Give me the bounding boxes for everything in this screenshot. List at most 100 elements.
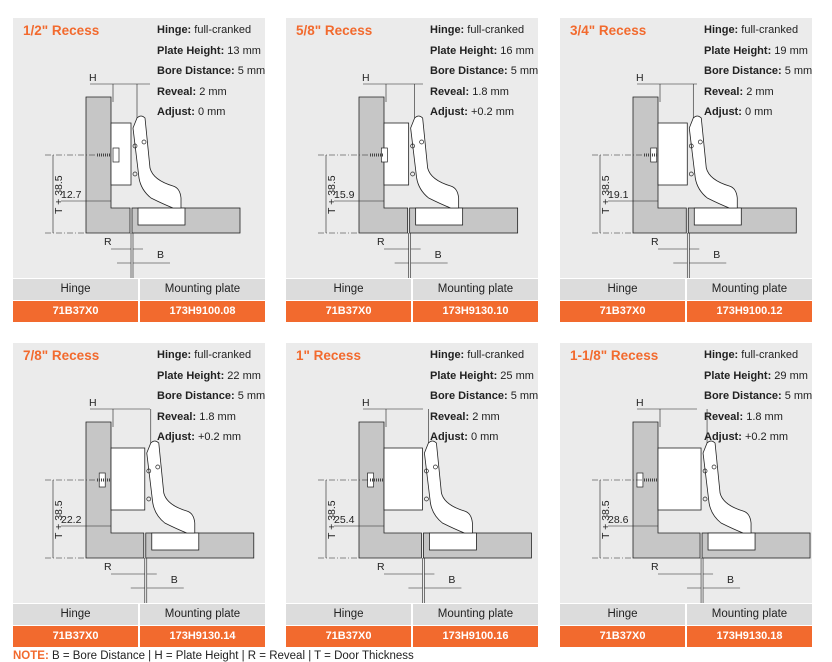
spec-label: Bore Distance: xyxy=(430,65,508,77)
spec-adjust: +0.2 mm xyxy=(197,431,242,443)
hinge-header: Hinge xyxy=(560,604,685,625)
screw xyxy=(381,147,388,163)
spec-label: Bore Distance: xyxy=(157,65,235,77)
hinge-panel: 5/8" Recess Hinge: full-cranked Plate He… xyxy=(286,18,538,322)
hinge-header: Hinge xyxy=(13,604,138,625)
dim-recess: 25.4 xyxy=(334,514,355,526)
note-label: NOTE: xyxy=(13,650,49,662)
spec-label: Hinge: xyxy=(430,24,465,36)
note: NOTE: B = Bore Distance | H = Plate Heig… xyxy=(13,650,414,662)
mounting-plate xyxy=(429,532,477,551)
spec-label: Adjust: xyxy=(704,106,742,118)
plate-part-number: 173H9100.08 xyxy=(140,301,265,322)
spec-label: Reveal: xyxy=(157,410,197,423)
dim-h: H xyxy=(636,397,644,409)
plate-header: Mounting plate xyxy=(687,279,812,300)
hinge-part-number: 71B37X0 xyxy=(13,301,138,322)
hinge-header: Hinge xyxy=(13,279,138,300)
spec-label: Reveal: xyxy=(430,85,470,98)
dim-b: B xyxy=(435,249,442,261)
spec-adjust: 0 mm xyxy=(197,106,226,118)
hinge-panel: 3/4" Recess Hinge: full-cranked Plate He… xyxy=(560,18,812,322)
spec-reveal: 2 mm xyxy=(199,85,227,98)
hinge-cup xyxy=(657,447,702,511)
dim-t: T + 38.5 xyxy=(326,175,338,214)
hinge-panel: 1/2" Recess Hinge: full-cranked Plate He… xyxy=(13,18,265,322)
mounting-plate xyxy=(137,207,186,226)
spec-label: Adjust: xyxy=(430,431,468,443)
spec-hinge: full-cranked xyxy=(741,24,799,36)
dim-recess: 12.7 xyxy=(61,189,82,201)
spec-bore: 5 mm xyxy=(784,65,813,77)
dim-r: R xyxy=(104,236,112,248)
dim-recess: 28.6 xyxy=(608,514,629,526)
spec-label: Adjust: xyxy=(157,106,195,118)
note-text: B = Bore Distance | H = Plate Height | R… xyxy=(48,650,414,662)
spec-label: Hinge: xyxy=(157,24,192,36)
spec-bore: 5 mm xyxy=(237,65,266,77)
screw xyxy=(112,147,120,163)
hinge-cup xyxy=(110,122,132,186)
hinge-arm xyxy=(132,115,182,209)
panel-title: 1/2" Recess xyxy=(23,23,100,38)
spec-bore: 5 mm xyxy=(510,65,539,77)
specs: Hinge: full-cranked Plate Height: 19 mm … xyxy=(704,24,812,127)
dim-b: B xyxy=(171,574,178,586)
spec-label: Reveal: xyxy=(430,410,470,423)
spec-reveal: 1.8 mm xyxy=(746,410,783,423)
specs: Hinge: full-cranked Plate Height: 22 mm … xyxy=(157,349,265,452)
hinge-panel: 7/8" Recess Hinge: full-cranked Plate He… xyxy=(13,343,265,647)
dim-recess: 19.1 xyxy=(608,189,629,201)
spec-plate-height: 29 mm xyxy=(774,369,808,382)
spec-label: Hinge: xyxy=(430,349,465,361)
panel-title: 3/4" Recess xyxy=(570,23,647,38)
spec-hinge: full-cranked xyxy=(467,24,525,36)
hinge-part-number: 71B37X0 xyxy=(560,301,685,322)
screw xyxy=(98,472,106,488)
hinge-diagram: T + 38.5 19.1 H R B xyxy=(592,72,797,278)
dim-b: B xyxy=(727,574,734,586)
spec-reveal: 1.8 mm xyxy=(199,410,236,423)
spec-label: Adjust: xyxy=(157,431,195,443)
plate-header: Mounting plate xyxy=(140,604,265,625)
specs: Hinge: full-cranked Plate Height: 29 mm … xyxy=(704,349,812,452)
hinge-part-number: 71B37X0 xyxy=(13,626,138,647)
spec-label: Plate Height: xyxy=(704,369,772,382)
panel-title: 5/8" Recess xyxy=(296,23,373,38)
spec-adjust: +0.2 mm xyxy=(470,106,515,118)
mounting-plate xyxy=(415,207,464,226)
specs: Hinge: full-cranked Plate Height: 25 mm … xyxy=(430,349,538,452)
hinge-cup xyxy=(657,122,688,186)
spec-plate-height: 13 mm xyxy=(227,44,261,57)
spec-label: Plate Height: xyxy=(430,44,498,57)
mounting-plate xyxy=(707,532,756,551)
screw xyxy=(650,147,658,163)
spec-reveal: 2 mm xyxy=(746,85,774,98)
hinge-part-number: 71B37X0 xyxy=(560,626,685,647)
hinge-arm xyxy=(688,115,738,209)
hinge-diagram: T + 38.5 28.6 H R B xyxy=(592,397,811,603)
plate-header: Mounting plate xyxy=(687,604,812,625)
panel-title: 7/8" Recess xyxy=(23,348,100,363)
dim-t: T + 38.5 xyxy=(53,500,65,539)
plate-part-number: 173H9130.10 xyxy=(413,301,538,322)
mounting-plate xyxy=(693,207,742,226)
plate-part-number: 173H9100.16 xyxy=(413,626,538,647)
spec-bore: 5 mm xyxy=(510,390,539,402)
dim-h: H xyxy=(636,72,644,84)
dim-b: B xyxy=(157,249,164,261)
plate-part-number: 173H9130.14 xyxy=(140,626,265,647)
dim-r: R xyxy=(377,236,385,248)
hinge-header: Hinge xyxy=(560,279,685,300)
hinge-arm xyxy=(146,440,196,534)
spec-label: Bore Distance: xyxy=(430,390,508,402)
dim-r: R xyxy=(377,561,385,573)
hinge-cup xyxy=(110,447,146,511)
dim-t: T + 38.5 xyxy=(600,175,612,214)
dim-recess: 22.2 xyxy=(61,514,82,526)
dim-h: H xyxy=(89,72,97,84)
dim-b: B xyxy=(448,574,455,586)
spec-label: Adjust: xyxy=(704,431,742,443)
dim-b: B xyxy=(713,249,720,261)
hinge-diagram: T + 38.5 12.7 H R B xyxy=(45,72,241,278)
